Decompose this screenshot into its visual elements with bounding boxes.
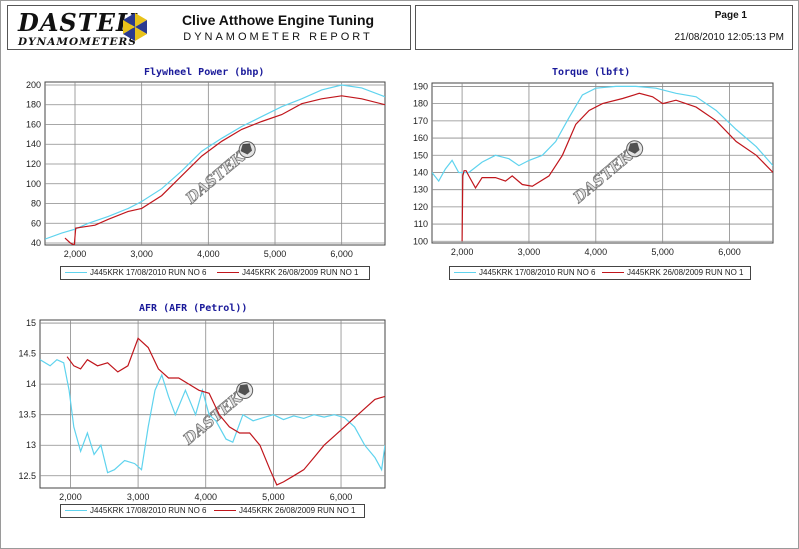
legend-item-run6: J445KRK 17/08/2010 RUN NO 6 xyxy=(65,506,207,516)
legend-item-run1: J445KRK 26/08/2009 RUN NO 1 xyxy=(217,268,359,278)
legend-item-run1: J445KRK 26/08/2009 RUN NO 1 xyxy=(214,506,356,516)
afr-series-run1 xyxy=(66,337,385,486)
y-tick-label: 140 xyxy=(26,139,41,149)
afr-chart-title: AFR (AFR (Petrol)) xyxy=(139,303,248,314)
company-name: Clive Atthowe Engine Tuning xyxy=(181,12,375,28)
x-tick-label: 4,000 xyxy=(194,492,217,502)
y-tick-label: 160 xyxy=(413,133,428,143)
page-number: Page 1 xyxy=(714,10,747,21)
report-title: DYNAMOMETER REPORT xyxy=(183,31,373,43)
x-tick-label: 3,000 xyxy=(130,249,153,259)
legend-swatch xyxy=(214,510,236,512)
y-tick-label: 100 xyxy=(26,179,41,189)
power-series-run1 xyxy=(64,95,385,245)
power-plot: 2,000 3,000 4,000 5,000 6,000 40 60 80 100 120 140… xyxy=(26,80,386,259)
x-tick-label: 3,000 xyxy=(127,492,150,502)
afr-legend: J445KRK 17/08/2010 RUN NO 6 J445KRK 26/0… xyxy=(60,504,365,518)
report-info-box: Page 1 21/08/2010 12:05:13 PM xyxy=(415,5,793,50)
legend-label: J445KRK 17/08/2010 RUN NO 6 xyxy=(90,506,207,515)
y-tick-label: 40 xyxy=(31,238,41,248)
y-tick-label: 14.5 xyxy=(18,349,36,359)
afr-plot-area xyxy=(39,319,386,489)
power-plot-area xyxy=(44,81,386,246)
torque-plot-area xyxy=(431,82,774,244)
x-tick-label: 5,000 xyxy=(651,247,674,257)
y-tick-label: 80 xyxy=(31,199,41,209)
y-tick-label: 130 xyxy=(413,185,428,195)
power-series-run6 xyxy=(45,84,385,240)
y-tick-label: 180 xyxy=(413,99,428,109)
y-tick-label: 140 xyxy=(413,167,428,177)
y-tick-label: 150 xyxy=(413,150,428,160)
legend-label: J445KRK 17/08/2010 RUN NO 6 xyxy=(479,268,596,277)
x-tick-label: 2,000 xyxy=(64,249,87,259)
power-chart-title: Flywheel Power (bhp) xyxy=(144,67,265,78)
legend-swatch xyxy=(65,510,87,512)
y-tick-label: 200 xyxy=(26,80,41,90)
y-tick-label: 190 xyxy=(413,81,428,91)
x-tick-label: 2,000 xyxy=(59,492,82,502)
x-tick-label: 6,000 xyxy=(330,249,353,259)
y-tick-label: 15 xyxy=(26,318,36,328)
legend-swatch xyxy=(217,272,239,274)
legend-swatch xyxy=(65,272,87,274)
y-tick-label: 12.5 xyxy=(18,471,36,481)
legend-label: J445KRK 17/08/2010 RUN NO 6 xyxy=(90,268,207,277)
x-tick-label: 6,000 xyxy=(718,247,741,257)
logo-subtitle: DYNAMOMETERS xyxy=(18,36,137,48)
y-tick-label: 180 xyxy=(26,100,41,110)
dastek-gem-icon xyxy=(123,13,147,41)
legend-label: J445KRK 26/08/2009 RUN NO 1 xyxy=(242,268,359,277)
report-datetime: 21/08/2010 12:05:13 PM xyxy=(674,32,784,43)
power-legend: J445KRK 17/08/2010 RUN NO 6 J445KRK 26/0… xyxy=(60,266,370,280)
x-tick-label: 5,000 xyxy=(262,492,285,502)
legend-item-run6: J445KRK 17/08/2010 RUN NO 6 xyxy=(454,268,596,278)
legend-item-run1: J445KRK 26/08/2009 RUN NO 1 xyxy=(602,268,744,278)
y-tick-label: 160 xyxy=(26,119,41,129)
watermark-ball-patch xyxy=(240,143,253,155)
logo-text: DASTEK xyxy=(18,8,138,37)
legend-label: J445KRK 26/08/2009 RUN NO 1 xyxy=(239,506,356,515)
legend-item-run6: J445KRK 17/08/2010 RUN NO 6 xyxy=(65,268,207,278)
x-tick-label: 2,000 xyxy=(451,247,474,257)
torque-plot: 2,000 3,000 4,000 5,000 6,000 100 110 120 130 140… xyxy=(413,81,774,257)
x-tick-label: 3,000 xyxy=(518,247,541,257)
y-tick-label: 14 xyxy=(26,379,36,389)
torque-series-run1 xyxy=(461,92,773,242)
y-tick-label: 110 xyxy=(414,219,428,229)
watermark-ball-patch xyxy=(238,384,250,396)
afr-plot: 2,000 3,000 4,000 5,000 6,000 12.5 13 13.5 14 14.… xyxy=(18,318,386,502)
y-tick-label: 120 xyxy=(413,202,428,212)
torque-chart-title: Torque (lbft) xyxy=(552,67,631,78)
afr-series-run6 xyxy=(40,358,385,474)
report-header: DASTEK DYNAMOMETERS Clive Atthowe Engine… xyxy=(7,5,411,50)
torque-series-run6 xyxy=(432,85,773,183)
x-tick-label: 4,000 xyxy=(585,247,608,257)
x-tick-label: 6,000 xyxy=(330,492,353,502)
y-tick-label: 100 xyxy=(413,236,428,246)
x-tick-label: 5,000 xyxy=(264,249,287,259)
y-tick-label: 170 xyxy=(413,116,428,126)
y-tick-label: 60 xyxy=(31,218,41,228)
y-tick-label: 13 xyxy=(26,440,36,450)
torque-legend: J445KRK 17/08/2010 RUN NO 6 J445KRK 26/0… xyxy=(449,266,751,280)
legend-swatch xyxy=(602,272,624,274)
y-tick-label: 13.5 xyxy=(18,410,36,420)
legend-swatch xyxy=(454,272,476,274)
legend-label: J445KRK 26/08/2009 RUN NO 1 xyxy=(627,268,744,277)
x-tick-label: 4,000 xyxy=(197,249,220,259)
y-tick-label: 120 xyxy=(26,159,41,169)
watermark-ball-patch xyxy=(628,142,640,154)
